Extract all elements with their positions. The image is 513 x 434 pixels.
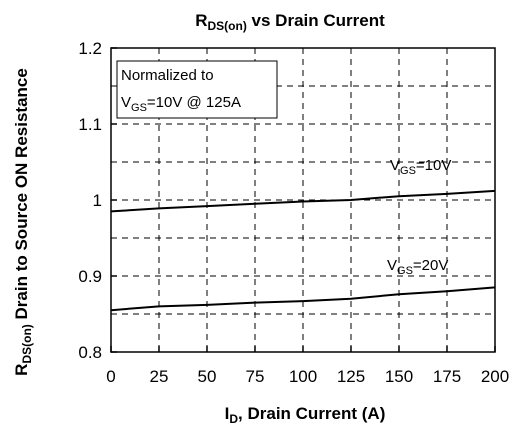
x-tick-label: 150 [385, 367, 413, 386]
series-label-vgs20-sub: GS [397, 265, 413, 277]
x-tick-label: 75 [246, 367, 265, 386]
series-label-vgs20-main: V [387, 257, 397, 274]
chart-title: RDS(on) vs Drain Current [195, 11, 385, 33]
series-lines [110, 189, 496, 312]
note-line-2-main: V [121, 94, 131, 111]
series-label-vgs10-rest: =10V [416, 157, 451, 174]
note-line-2-rest: =10V @ 125A [147, 94, 241, 111]
note-line-2: VGS=10V @ 125A [121, 94, 241, 114]
x-axis-label-rest: , Drain Current (A) [238, 404, 385, 423]
y-tick-label: 1.2 [78, 39, 102, 58]
x-tick-label: 25 [150, 367, 169, 386]
series-label-vgs20: VGS=20V [387, 257, 448, 277]
y-tick-label: 1.1 [78, 115, 102, 134]
x-tick-label: 175 [433, 367, 461, 386]
note-box [116, 60, 278, 119]
note-line-2-sub: GS [131, 102, 147, 114]
x-axis-label-sub: D [229, 412, 238, 426]
x-axis-label-main: I [225, 404, 230, 423]
y-axis-tick-labels: 0.8 0.9 1 1.1 1.2 [78, 39, 102, 362]
axis-ticks [110, 47, 496, 353]
series-line-1 [110, 286, 496, 312]
y-tick-label: 0.9 [78, 267, 102, 286]
x-tick-label: 200 [481, 367, 509, 386]
x-axis-tick-labels: 0 25 50 75 100 125 150 175 200 [106, 367, 509, 386]
normalization-note: Normalized to VGS=10V @ 125A [116, 60, 278, 119]
x-tick-label: 50 [198, 367, 217, 386]
series-label-vgs20-rest: =20V [413, 257, 448, 274]
chart-title-rest: vs Drain Current [247, 11, 385, 30]
y-axis-label-main: R [12, 364, 31, 376]
x-tick-label: 125 [337, 367, 365, 386]
note-line-1: Normalized to [121, 67, 214, 84]
y-axis-label: RDS(on) Drain to Source ON Resistance [12, 68, 34, 376]
x-tick-label: 100 [289, 367, 317, 386]
y-axis-label-rest: Drain to Source ON Resistance [12, 68, 31, 324]
y-tick-label: 0.8 [78, 343, 102, 362]
y-axis-label-sub: DS(on) [20, 324, 34, 363]
chart-title-main: R [195, 11, 207, 30]
series-label-vgs10-sub: GS [400, 165, 416, 177]
chart-title-sub: DS(on) [208, 19, 247, 33]
series-line-0 [110, 189, 496, 213]
series-label-vgs10-main: V [390, 157, 400, 174]
y-tick-label: 1 [93, 191, 102, 210]
x-tick-label: 0 [106, 367, 115, 386]
x-axis-label: ID, Drain Current (A) [225, 404, 386, 426]
series-label-vgs10: VGS=10V [390, 157, 451, 177]
